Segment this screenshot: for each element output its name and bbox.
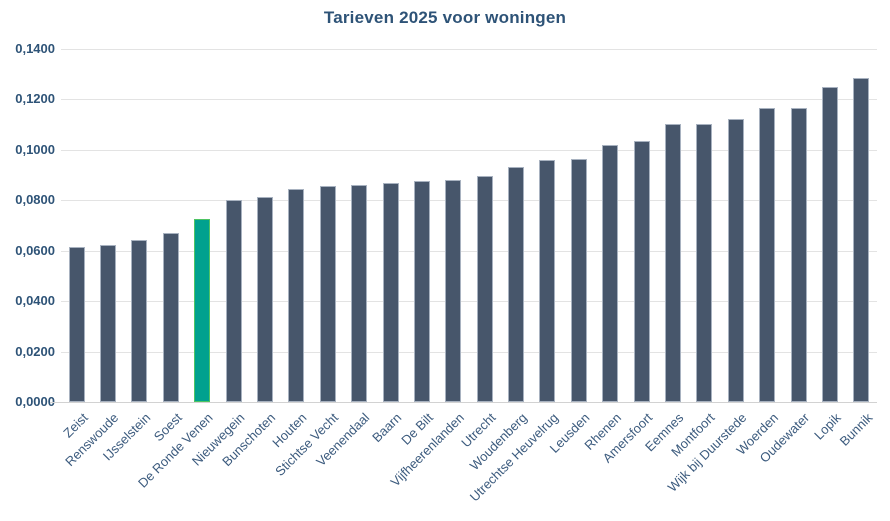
gridline — [61, 99, 877, 100]
y-axis-tick-label: 0,1200 — [15, 91, 55, 106]
bar — [696, 123, 713, 402]
bar — [853, 78, 870, 402]
bar — [225, 199, 242, 402]
gridline — [61, 351, 877, 353]
bar — [445, 180, 462, 402]
bar — [790, 107, 807, 402]
bar — [68, 247, 85, 402]
y-axis-tick-label: 0,0000 — [15, 394, 55, 409]
gridline — [61, 48, 877, 50]
gridline — [61, 200, 877, 201]
bar — [257, 197, 273, 402]
bar — [821, 86, 838, 402]
bar-highlighted — [194, 218, 211, 402]
y-axis-tick-label: 0,1400 — [15, 40, 55, 56]
bar — [476, 175, 493, 402]
bar — [759, 107, 776, 402]
gridline — [61, 301, 877, 302]
y-axis-tick-label: 0,0800 — [15, 192, 55, 207]
bar — [382, 183, 399, 402]
bar — [539, 159, 556, 402]
plot-area — [61, 48, 877, 403]
bar — [727, 118, 744, 402]
bar — [633, 140, 650, 402]
bar — [508, 166, 525, 402]
bar — [413, 181, 430, 402]
x-axis-label: Bunnik — [836, 410, 875, 449]
bar — [162, 233, 179, 402]
bar — [602, 145, 619, 402]
bar — [570, 159, 587, 402]
y-axis-tick-label: 0,0600 — [15, 242, 55, 258]
bar — [351, 184, 368, 402]
bar — [319, 185, 336, 402]
gridline — [61, 149, 877, 151]
bar — [288, 188, 305, 402]
y-axis-tick-label: 0,1000 — [15, 141, 55, 157]
bar — [131, 239, 148, 402]
y-axis-tick-label: 0,0400 — [15, 293, 55, 308]
x-axis-label: Baarn — [368, 410, 405, 446]
y-axis-tick-label: 0,0200 — [15, 343, 55, 359]
x-axis-line — [50, 402, 877, 403]
bar — [100, 245, 117, 402]
bar — [665, 123, 681, 402]
chart-title: Tarieven 2025 voor woningen — [323, 8, 567, 27]
gridline — [61, 250, 877, 252]
